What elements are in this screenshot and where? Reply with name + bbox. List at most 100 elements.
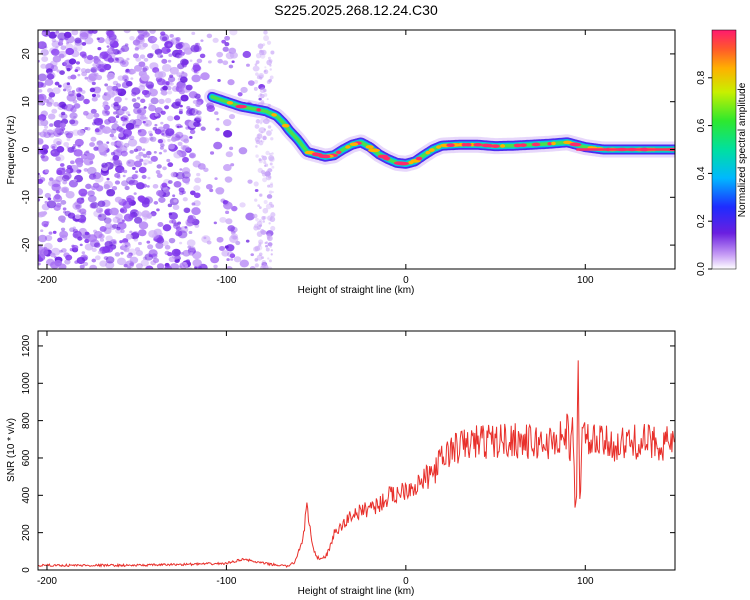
noise-speckle [139, 54, 146, 59]
noise-speckle [149, 133, 153, 137]
noise-speckle [255, 217, 259, 222]
noise-speckle [85, 68, 91, 74]
noise-speckle [88, 30, 94, 34]
noise-speckle [256, 254, 263, 261]
noise-speckle [223, 130, 233, 138]
track-peak [513, 143, 522, 148]
noise-speckle [46, 73, 55, 80]
track-peak [235, 104, 247, 109]
noise-speckle [268, 78, 272, 83]
noise-speckle [85, 183, 92, 190]
noise-speckle [171, 219, 177, 224]
noise-speckle [59, 70, 65, 75]
noise-speckle [267, 242, 273, 247]
noise-speckle [87, 234, 98, 243]
noise-speckle [137, 42, 147, 50]
noise-speckle [78, 188, 88, 197]
noise-speckle [138, 221, 149, 230]
noise-speckle [127, 138, 138, 147]
noise-speckle [57, 237, 63, 243]
noise-speckle [261, 216, 266, 220]
noise-speckle [269, 162, 273, 166]
noise-speckle [258, 252, 263, 257]
noise-speckle [113, 101, 119, 107]
noise-speckle [48, 231, 53, 235]
noise-speckle [160, 55, 164, 58]
noise-speckle-layer [38, 30, 276, 269]
noise-speckle [62, 88, 67, 92]
noise-speckle [191, 202, 196, 206]
noise-speckle [154, 123, 158, 127]
noise-speckle [93, 242, 101, 248]
noise-speckle [264, 66, 267, 69]
noise-speckle [177, 63, 185, 70]
noise-speckle [158, 196, 166, 203]
noise-speckle [222, 46, 229, 52]
noise-speckle [206, 240, 212, 245]
noise-speckle [267, 266, 273, 269]
noise-speckle [182, 97, 186, 101]
noise-speckle [193, 121, 201, 127]
noise-speckle [258, 239, 264, 245]
noise-speckle [196, 172, 201, 177]
noise-speckle [171, 172, 177, 177]
noise-speckle [56, 154, 65, 162]
noise-speckle [269, 64, 272, 67]
colorbar-tick-label: 0.2 [696, 214, 707, 228]
noise-speckle [164, 244, 171, 250]
y-tick-label: -10 [21, 190, 32, 205]
noise-speckle [43, 242, 53, 251]
noise-speckle [216, 51, 224, 58]
noise-speckle [62, 174, 70, 182]
noise-speckle [117, 221, 127, 230]
noise-speckle [261, 256, 265, 260]
noise-speckle [92, 172, 102, 180]
noise-speckle [220, 198, 226, 203]
noise-speckle [93, 113, 100, 119]
noise-speckle [224, 176, 233, 183]
noise-speckle [177, 230, 188, 239]
noise-speckle [158, 151, 163, 155]
noise-speckle [187, 214, 197, 223]
noise-speckle [136, 109, 142, 114]
noise-speckle [266, 130, 272, 136]
noise-speckle [87, 166, 97, 175]
noise-speckle [159, 232, 163, 236]
colorbar-gradient [711, 29, 737, 270]
noise-speckle [113, 111, 118, 115]
noise-speckle [81, 251, 86, 255]
track-peak [226, 101, 234, 105]
noise-speckle [164, 105, 170, 110]
track-peak [428, 148, 435, 152]
noise-speckle [180, 72, 188, 78]
noise-speckle [161, 90, 168, 96]
noise-speckle [193, 185, 201, 191]
noise-speckle [262, 140, 265, 143]
y-tick-label: 800 [21, 412, 32, 429]
y-tick-label: 0 [21, 146, 32, 152]
noise-speckle [107, 47, 116, 55]
noise-speckle [168, 212, 173, 216]
noise-speckle [247, 80, 255, 86]
noise-speckle [181, 167, 191, 175]
noise-speckle [156, 189, 164, 197]
track-peak [349, 142, 359, 146]
x-tick-label: -100 [216, 275, 236, 286]
noise-speckle [166, 48, 171, 53]
track-peak [382, 156, 391, 161]
noise-speckle [83, 167, 89, 172]
noise-speckle [39, 131, 47, 138]
noise-speckle [121, 81, 130, 89]
noise-speckle [83, 110, 89, 116]
noise-speckle [179, 104, 183, 108]
noise-speckle [104, 83, 108, 87]
noise-speckle [56, 146, 65, 153]
noise-speckle [161, 63, 172, 72]
noise-speckle [161, 58, 168, 64]
noise-speckle [258, 158, 262, 162]
noise-speckle [212, 37, 219, 43]
noise-speckle [61, 186, 70, 194]
noise-speckle [221, 250, 230, 257]
noise-speckle [254, 198, 258, 202]
noise-speckle [113, 159, 121, 166]
